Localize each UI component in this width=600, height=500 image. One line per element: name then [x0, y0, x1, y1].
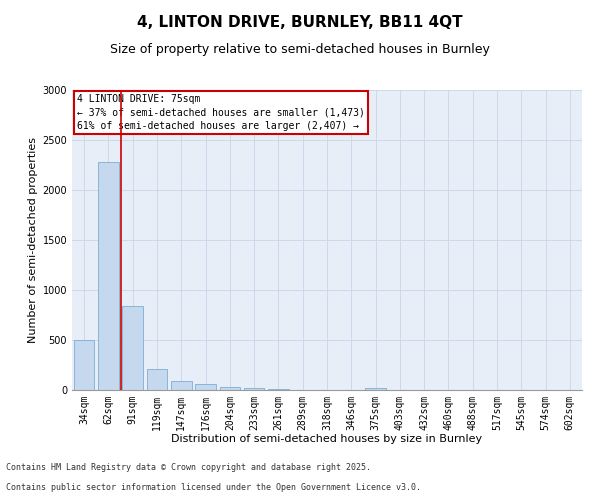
Bar	[98, 162, 119, 390]
Text: Contains HM Land Registry data © Crown copyright and database right 2025.: Contains HM Land Registry data © Crown c…	[6, 464, 371, 472]
Bar	[244, 388, 265, 390]
Text: 4, LINTON DRIVE, BURNLEY, BB11 4QT: 4, LINTON DRIVE, BURNLEY, BB11 4QT	[137, 15, 463, 30]
Y-axis label: Number of semi-detached properties: Number of semi-detached properties	[28, 137, 38, 343]
Text: 4 LINTON DRIVE: 75sqm
← 37% of semi-detached houses are smaller (1,473)
61% of s: 4 LINTON DRIVE: 75sqm ← 37% of semi-deta…	[77, 94, 365, 131]
Bar	[220, 387, 240, 390]
X-axis label: Distribution of semi-detached houses by size in Burnley: Distribution of semi-detached houses by …	[172, 434, 482, 444]
Bar	[171, 381, 191, 390]
Bar	[122, 306, 143, 390]
Bar	[268, 388, 289, 390]
Text: Size of property relative to semi-detached houses in Burnley: Size of property relative to semi-detach…	[110, 42, 490, 56]
Text: Contains public sector information licensed under the Open Government Licence v3: Contains public sector information licen…	[6, 484, 421, 492]
Bar	[74, 340, 94, 390]
Bar	[365, 388, 386, 390]
Bar	[146, 369, 167, 390]
Bar	[195, 384, 216, 390]
